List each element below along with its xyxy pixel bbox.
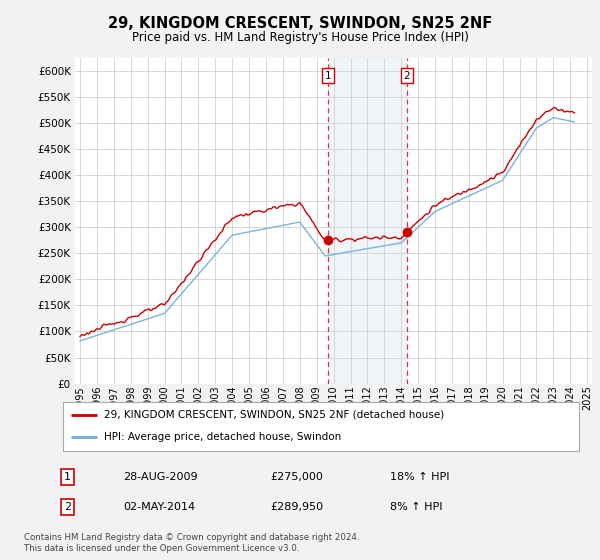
Text: 18% ↑ HPI: 18% ↑ HPI bbox=[390, 472, 449, 482]
Text: 1: 1 bbox=[64, 472, 71, 482]
Text: 29, KINGDOM CRESCENT, SWINDON, SN25 2NF (detached house): 29, KINGDOM CRESCENT, SWINDON, SN25 2NF … bbox=[104, 410, 445, 420]
Text: 28-AUG-2009: 28-AUG-2009 bbox=[123, 472, 197, 482]
Text: HPI: Average price, detached house, Swindon: HPI: Average price, detached house, Swin… bbox=[104, 432, 341, 442]
Text: Price paid vs. HM Land Registry's House Price Index (HPI): Price paid vs. HM Land Registry's House … bbox=[131, 31, 469, 44]
Text: 2: 2 bbox=[64, 502, 71, 512]
Text: 8% ↑ HPI: 8% ↑ HPI bbox=[390, 502, 443, 512]
Text: 02-MAY-2014: 02-MAY-2014 bbox=[123, 502, 195, 512]
Text: 29, KINGDOM CRESCENT, SWINDON, SN25 2NF: 29, KINGDOM CRESCENT, SWINDON, SN25 2NF bbox=[108, 16, 492, 31]
Text: £289,950: £289,950 bbox=[270, 502, 323, 512]
Bar bbox=[328, 58, 407, 384]
Text: Contains HM Land Registry data © Crown copyright and database right 2024.: Contains HM Land Registry data © Crown c… bbox=[24, 533, 359, 542]
Text: This data is licensed under the Open Government Licence v3.0.: This data is licensed under the Open Gov… bbox=[24, 544, 299, 553]
Text: 2: 2 bbox=[404, 71, 410, 81]
Text: £275,000: £275,000 bbox=[270, 472, 323, 482]
Text: 1: 1 bbox=[325, 71, 331, 81]
